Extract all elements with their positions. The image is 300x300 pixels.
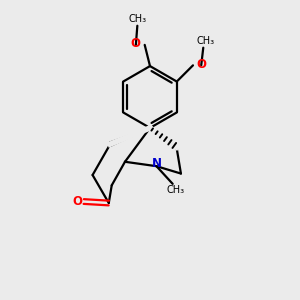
Text: O: O xyxy=(72,195,82,208)
Text: O: O xyxy=(196,58,206,71)
Polygon shape xyxy=(110,128,150,146)
Text: CH₃: CH₃ xyxy=(196,36,215,46)
Text: CH₃: CH₃ xyxy=(128,14,146,24)
Text: O: O xyxy=(131,37,141,50)
Text: CH₃: CH₃ xyxy=(167,185,185,195)
Text: N: N xyxy=(152,157,161,170)
